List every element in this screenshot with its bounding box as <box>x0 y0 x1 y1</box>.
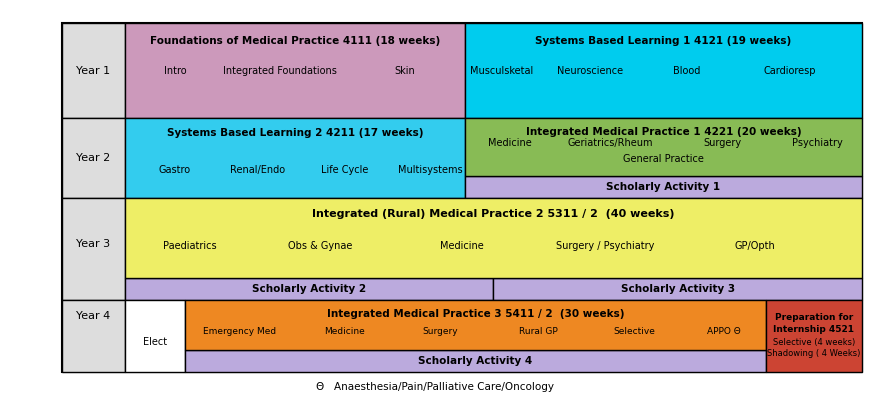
Bar <box>185 350 765 372</box>
Text: Selective: Selective <box>613 326 654 336</box>
Bar <box>464 23 861 118</box>
Text: Scholarly Activity 3: Scholarly Activity 3 <box>620 284 734 294</box>
Text: Medicine: Medicine <box>440 241 483 251</box>
Bar <box>62 23 125 118</box>
Text: Life Cycle: Life Cycle <box>321 165 368 175</box>
Text: APPO Θ: APPO Θ <box>706 326 740 336</box>
Bar <box>493 278 861 300</box>
Text: Obs & Gynae: Obs & Gynae <box>288 241 352 251</box>
Text: Skin: Skin <box>395 66 415 76</box>
Text: Scholarly Activity 1: Scholarly Activity 1 <box>606 182 720 192</box>
Bar <box>62 300 125 372</box>
Text: Elect: Elect <box>143 337 167 347</box>
Text: Rural GP: Rural GP <box>518 326 557 336</box>
Bar <box>125 278 493 300</box>
Bar <box>62 198 125 300</box>
Bar <box>464 176 861 198</box>
Text: Systems Based Learning 1 4121 (19 weeks): Systems Based Learning 1 4121 (19 weeks) <box>534 36 791 46</box>
Text: Foundations of Medical Practice 4111 (18 weeks): Foundations of Medical Practice 4111 (18… <box>149 36 440 46</box>
Text: Year 1: Year 1 <box>76 66 110 76</box>
Bar <box>125 198 861 278</box>
Text: Geriatrics/Rheum: Geriatrics/Rheum <box>567 138 652 148</box>
Text: Scholarly Activity 2: Scholarly Activity 2 <box>252 284 366 294</box>
Text: Surgery: Surgery <box>702 138 740 148</box>
Text: Neuroscience: Neuroscience <box>556 66 622 76</box>
Text: Renal/Endo: Renal/Endo <box>230 165 285 175</box>
Text: Psychiatry: Psychiatry <box>791 138 841 148</box>
Text: Integrated (Rural) Medical Practice 2 5311 / 2  (40 weeks): Integrated (Rural) Medical Practice 2 53… <box>312 209 674 219</box>
Text: Surgery / Psychiatry: Surgery / Psychiatry <box>555 241 653 251</box>
Text: Year 3: Year 3 <box>76 239 110 249</box>
Bar <box>185 300 765 350</box>
Bar <box>62 23 861 372</box>
Text: Cardioresp: Cardioresp <box>763 66 815 76</box>
Text: Multisystems: Multisystems <box>397 165 461 175</box>
Text: Year 2: Year 2 <box>76 153 110 163</box>
Text: Selective (4 weeks): Selective (4 weeks) <box>772 338 854 348</box>
Text: Preparation for: Preparation for <box>774 314 852 322</box>
Text: Year 4: Year 4 <box>76 311 110 321</box>
Bar <box>765 300 861 372</box>
Text: Scholarly Activity 4: Scholarly Activity 4 <box>418 356 532 366</box>
Text: GP/Opth: GP/Opth <box>733 241 774 251</box>
Bar <box>125 23 464 118</box>
Text: Integrated Foundations: Integrated Foundations <box>222 66 336 76</box>
Text: Systems Based Learning 2 4211 (17 weeks): Systems Based Learning 2 4211 (17 weeks) <box>167 128 422 138</box>
Text: Shadowing ( 4 Weeks): Shadowing ( 4 Weeks) <box>766 350 859 358</box>
Bar <box>125 300 185 372</box>
Text: Θ   Anaesthesia/Pain/Palliative Care/Oncology: Θ Anaesthesia/Pain/Palliative Care/Oncol… <box>315 382 554 392</box>
Text: Surgery: Surgery <box>421 326 457 336</box>
Text: Paediatrics: Paediatrics <box>163 241 216 251</box>
Text: Musculsketal: Musculsketal <box>470 66 533 76</box>
Text: Intro: Intro <box>163 66 186 76</box>
Text: Blood: Blood <box>673 66 700 76</box>
Text: Medicine: Medicine <box>324 326 365 336</box>
Text: Emergency Med: Emergency Med <box>203 326 276 336</box>
Text: Integrated Medical Practice 3 5411 / 2  (30 weeks): Integrated Medical Practice 3 5411 / 2 (… <box>327 309 624 319</box>
Text: Internship 4521: Internship 4521 <box>773 324 853 334</box>
Text: Gastro: Gastro <box>159 165 191 175</box>
Bar <box>62 118 125 198</box>
Text: Integrated Medical Practice 1 4221 (20 weeks): Integrated Medical Practice 1 4221 (20 w… <box>525 127 800 137</box>
Bar <box>125 118 464 198</box>
Text: Medicine: Medicine <box>488 138 531 148</box>
Bar <box>464 118 861 176</box>
Text: General Practice: General Practice <box>622 154 703 164</box>
